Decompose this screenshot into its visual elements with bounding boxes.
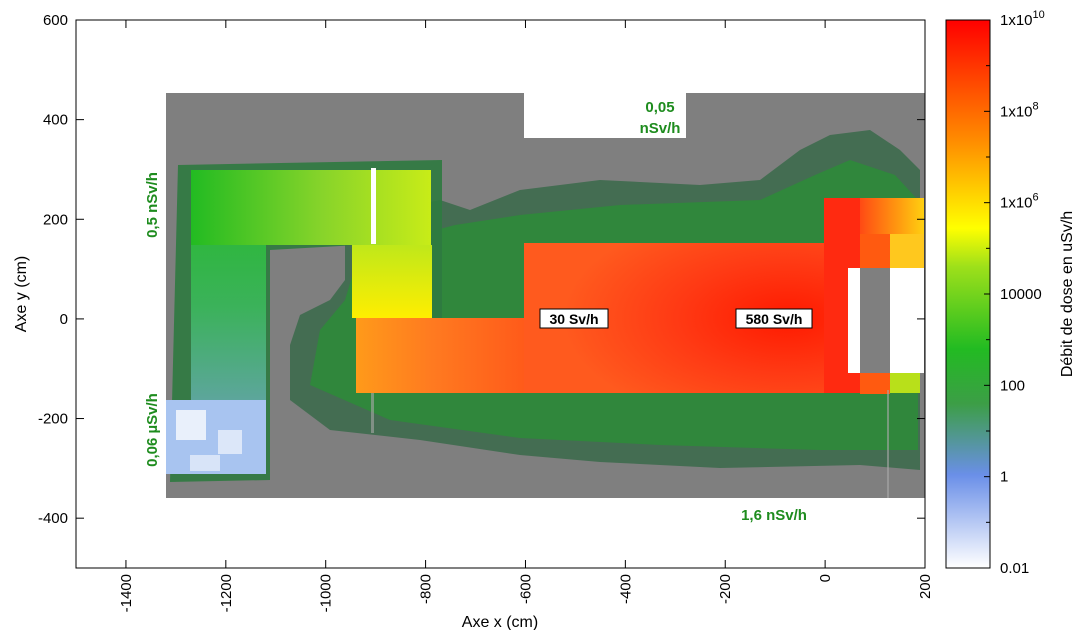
x-tick-label: 0 [817,574,834,582]
x-tick-label: 200 [917,574,934,599]
annotation-1-6: 1,6 nSv/h [741,507,807,524]
colorbar-title: Débit de dose en uSv/h [1059,211,1076,377]
x-tick-label: -400 [617,574,634,604]
colorbar-tick-label: 1 [1000,469,1008,486]
x-tick-label: -600 [517,574,534,604]
y-tick-label: 0 [60,311,68,328]
y-tick-label: 200 [43,211,68,228]
cutout-right [890,268,924,373]
top-arm-gap [371,168,376,244]
colorbar-tick-label: 0.01 [1000,560,1029,577]
y-tick-label: 600 [43,12,68,29]
top-arm [191,170,431,245]
top-arm-drop [352,245,432,318]
cutout-left [848,268,860,373]
annotation-0-06: 0,06 µSv/h [144,393,161,467]
plot-frame [75,19,926,569]
right-wing-green [890,373,920,393]
noise-patch-2 [218,430,242,454]
colorbar-tick-label: 1x106 [1000,192,1039,212]
x-tick-label: -1200 [218,574,235,612]
seam-1 [371,393,374,433]
heatmap-plot-area [166,93,925,498]
annotation-0-05: 0,05 [645,99,674,116]
label-box-30 [539,308,609,329]
cutout-grey [860,268,890,373]
colorbar [945,19,991,569]
x-axis-title: Axe x (cm) [462,614,538,630]
top-opening [524,93,686,138]
colorbar-tick-label: 1x108 [1000,100,1039,120]
right-wing-yellow [890,234,924,270]
y-tick-label: 400 [43,112,68,129]
x-tick-label: -800 [418,574,435,604]
seam-2 [887,390,889,498]
annotation-0-5: 0,5 nSv/h [144,172,161,238]
x-tick-label: -1400 [118,574,135,612]
y-axis-title: Axe y (cm) [13,256,30,332]
y-axis: 600 400 200 0 -200 -400 [38,12,925,527]
noise-patch-3 [190,455,220,471]
x-tick-label: -200 [717,574,734,604]
colorbar-tick-label: 100 [1000,377,1025,394]
x-tick-label: -1000 [318,574,335,612]
x-axis: -1400 -1200 -1000 -800 -600 -400 -200 0 200 [118,20,934,612]
annotation-580-sv: 580 Sv/h [746,311,803,327]
colorbar-tick-label: 10000 [1000,286,1042,303]
noise-patch-1 [176,410,206,440]
corridor-left [356,318,526,393]
y-tick-label: -400 [38,510,68,527]
y-tick-label: -200 [38,411,68,428]
right-wing-top [860,198,924,238]
annotation-30-sv: 30 Sv/h [549,311,598,327]
annotation-0-05-unit: nSv/h [640,120,681,137]
label-box-580 [735,308,813,329]
